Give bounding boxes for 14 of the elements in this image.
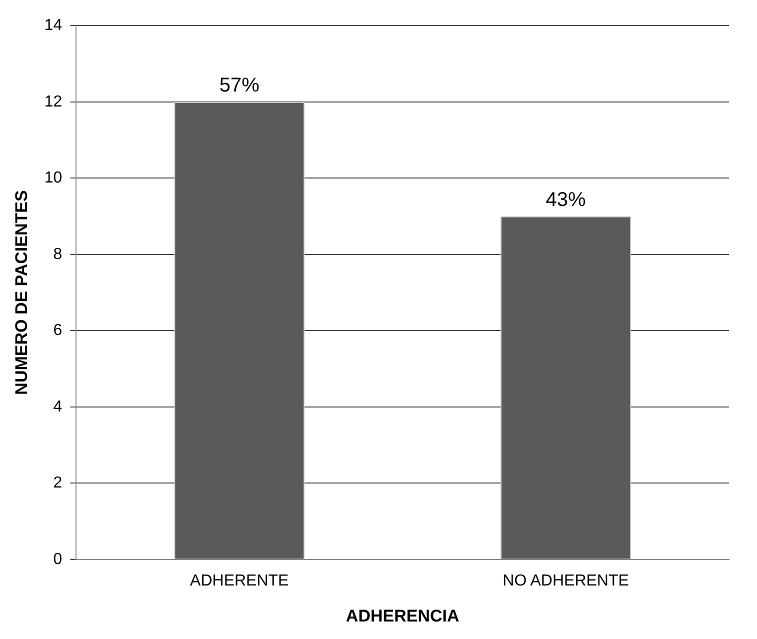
y-tick-label: 4 (53, 398, 62, 416)
y-tick-label: 0 (53, 550, 62, 568)
annotation: 43% (546, 188, 586, 211)
y-tick-label: 2 (53, 474, 62, 492)
x-tick-label: ADHERENTE (190, 572, 289, 590)
y-tick-label: 10 (44, 170, 62, 187)
annotation: 57% (219, 74, 260, 96)
y-tick-label: 14 (44, 17, 62, 34)
y-tick-label: 6 (53, 322, 62, 340)
x-tick-label: NO ADHERENTE (502, 572, 629, 590)
y-tick-label: 8 (53, 246, 62, 263)
x-axis-title: ADHERENCIA (346, 606, 460, 626)
y-axis-title: NUMERO DE PACIENTES (12, 190, 31, 395)
y-tick-label: 12 (44, 93, 62, 110)
